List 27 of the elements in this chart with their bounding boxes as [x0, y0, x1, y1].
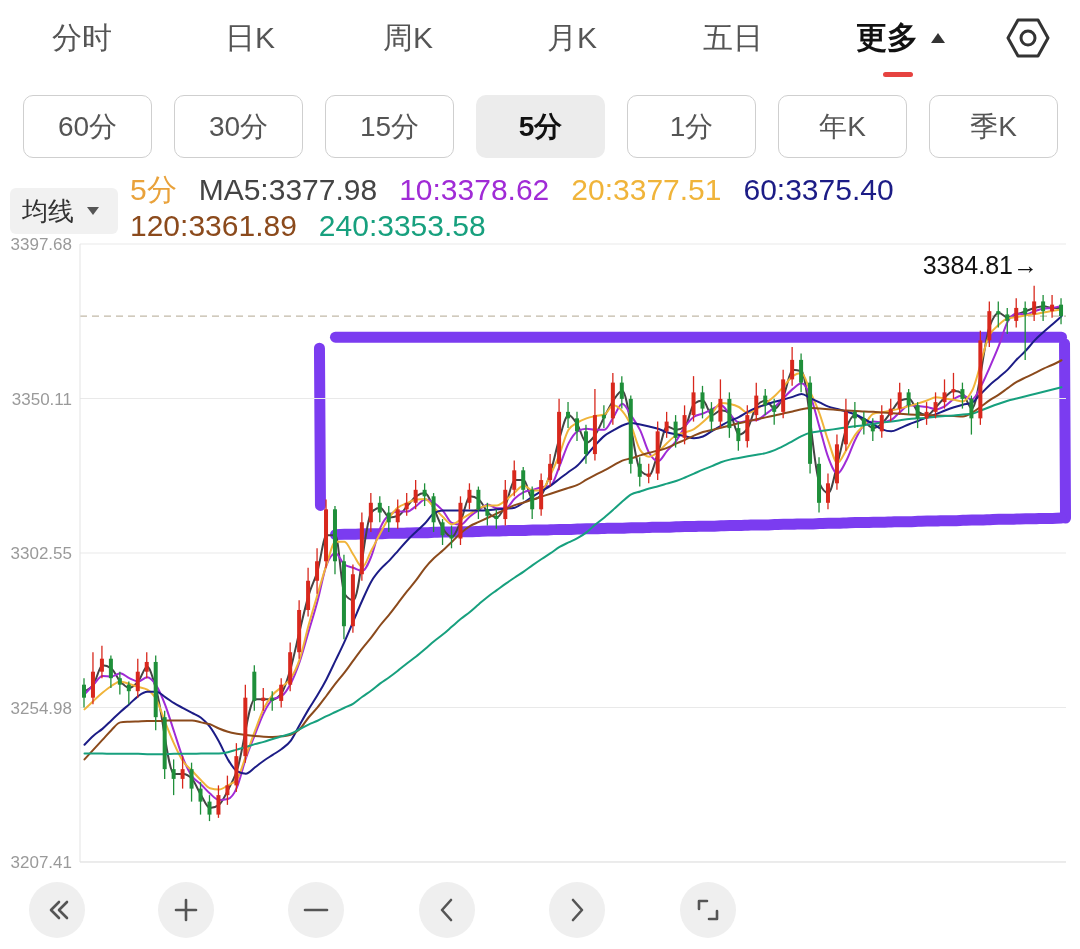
- y-tick-label: 3207.41: [10, 853, 72, 873]
- dropdown: 均线: [10, 188, 118, 234]
- text: 五日: [703, 21, 763, 54]
- text: 10:3378.62: [399, 173, 550, 206]
- y-tick-label: 3350.11: [11, 389, 72, 409]
- text: 月K: [546, 21, 598, 54]
- button: 5分: [476, 95, 605, 158]
- text: 分时: [52, 21, 112, 54]
- text: 更多: [856, 20, 918, 55]
- text: 240:3353.58: [318, 209, 486, 242]
- y-tick-label: 3254.98: [10, 698, 72, 718]
- text: 周K: [382, 21, 434, 54]
- text: MA5:3377.98: [198, 173, 378, 206]
- y-tick-label: 3302.55: [10, 544, 72, 564]
- button: 15分: [325, 95, 454, 158]
- button: 1分: [627, 95, 756, 158]
- text: 20:3377.51: [571, 173, 722, 206]
- button: 年K: [778, 95, 907, 158]
- text: 120:3361.89: [130, 209, 297, 242]
- annotation: 3384.81→: [922, 251, 1038, 279]
- legend-title: 5分: [130, 173, 177, 206]
- button: 季K: [929, 95, 1058, 158]
- text: 日K: [224, 21, 276, 54]
- button: 30分: [174, 95, 303, 158]
- y-tick-label: 3397.68: [10, 235, 72, 255]
- text: 60:3375.40: [743, 173, 894, 206]
- button: 60分: [23, 95, 152, 158]
